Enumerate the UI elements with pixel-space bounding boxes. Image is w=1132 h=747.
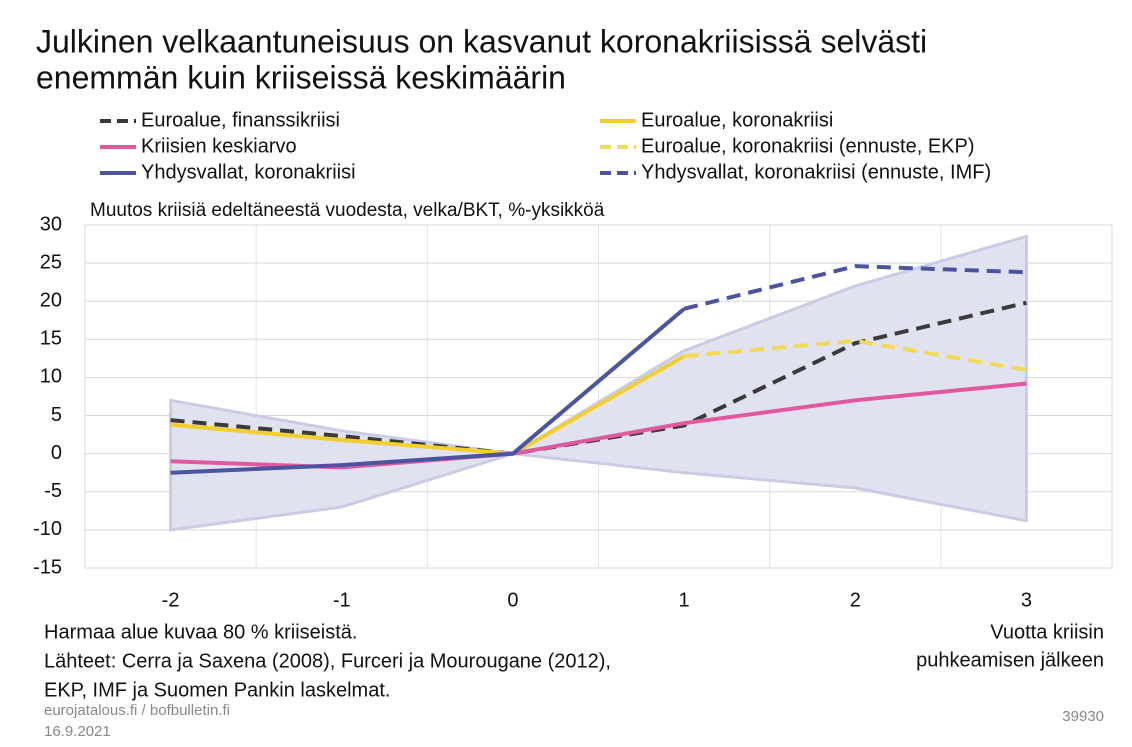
note: Lähteet: Cerra ja Saxena (2008), Furceri… [44,650,611,672]
legend-label: Euroalue, finanssikriisi [141,109,340,131]
chart-title: Julkinen velkaantuneisuus on kasvanut ko… [36,23,927,59]
y-tick-label: 20 [40,290,62,312]
legend-label: Yhdysvallat, koronakriisi (ennuste, IMF) [641,161,991,183]
y-tick-label: -5 [44,480,62,502]
source: eurojatalous.fi / bofbulletin.fi [44,702,230,719]
y-tick-label: -15 [33,556,62,578]
y-tick-label: 15 [40,328,62,350]
chart-id: 39930 [1062,708,1104,725]
legend-label: Euroalue, koronakriisi [641,109,833,131]
x-tick-label: 1 [679,589,690,611]
y-tick-label: 10 [40,366,62,388]
y-tick-label: 30 [40,213,62,235]
chart-title: enemmän kuin kriiseissä keskimäärin [36,59,566,95]
note: Harmaa alue kuvaa 80 % kriiseistä. [44,621,357,643]
date: 16.9.2021 [44,723,111,740]
x-tick-label: -1 [333,589,351,611]
x-axis-label: Vuotta kriisin [990,621,1104,643]
y-tick-label: 0 [51,442,62,464]
x-tick-label: 0 [507,589,518,611]
y-tick-label: 5 [51,404,62,426]
series-line [170,307,686,475]
legend-label: Euroalue, koronakriisi (ennuste, EKP) [641,135,975,157]
x-tick-label: 2 [850,589,861,611]
subtitle: Muutos kriisiä edeltäneestä vuodesta, ve… [90,200,605,221]
y-tick-label: 25 [40,251,62,273]
y-tick-label: -10 [33,518,62,540]
series-line [683,264,1027,311]
note: EKP, IMF ja Suomen Pankin laskelmat. [44,679,390,701]
x-tick-label: 3 [1021,589,1032,611]
legend-label: Yhdysvallat, koronakriisi [141,161,356,183]
legend-label: Kriisien keskiarvo [141,135,297,157]
x-axis-label: puhkeamisen jälkeen [916,649,1104,671]
series-line [683,338,1027,372]
series-line [170,354,686,456]
x-tick-label: -2 [162,589,180,611]
